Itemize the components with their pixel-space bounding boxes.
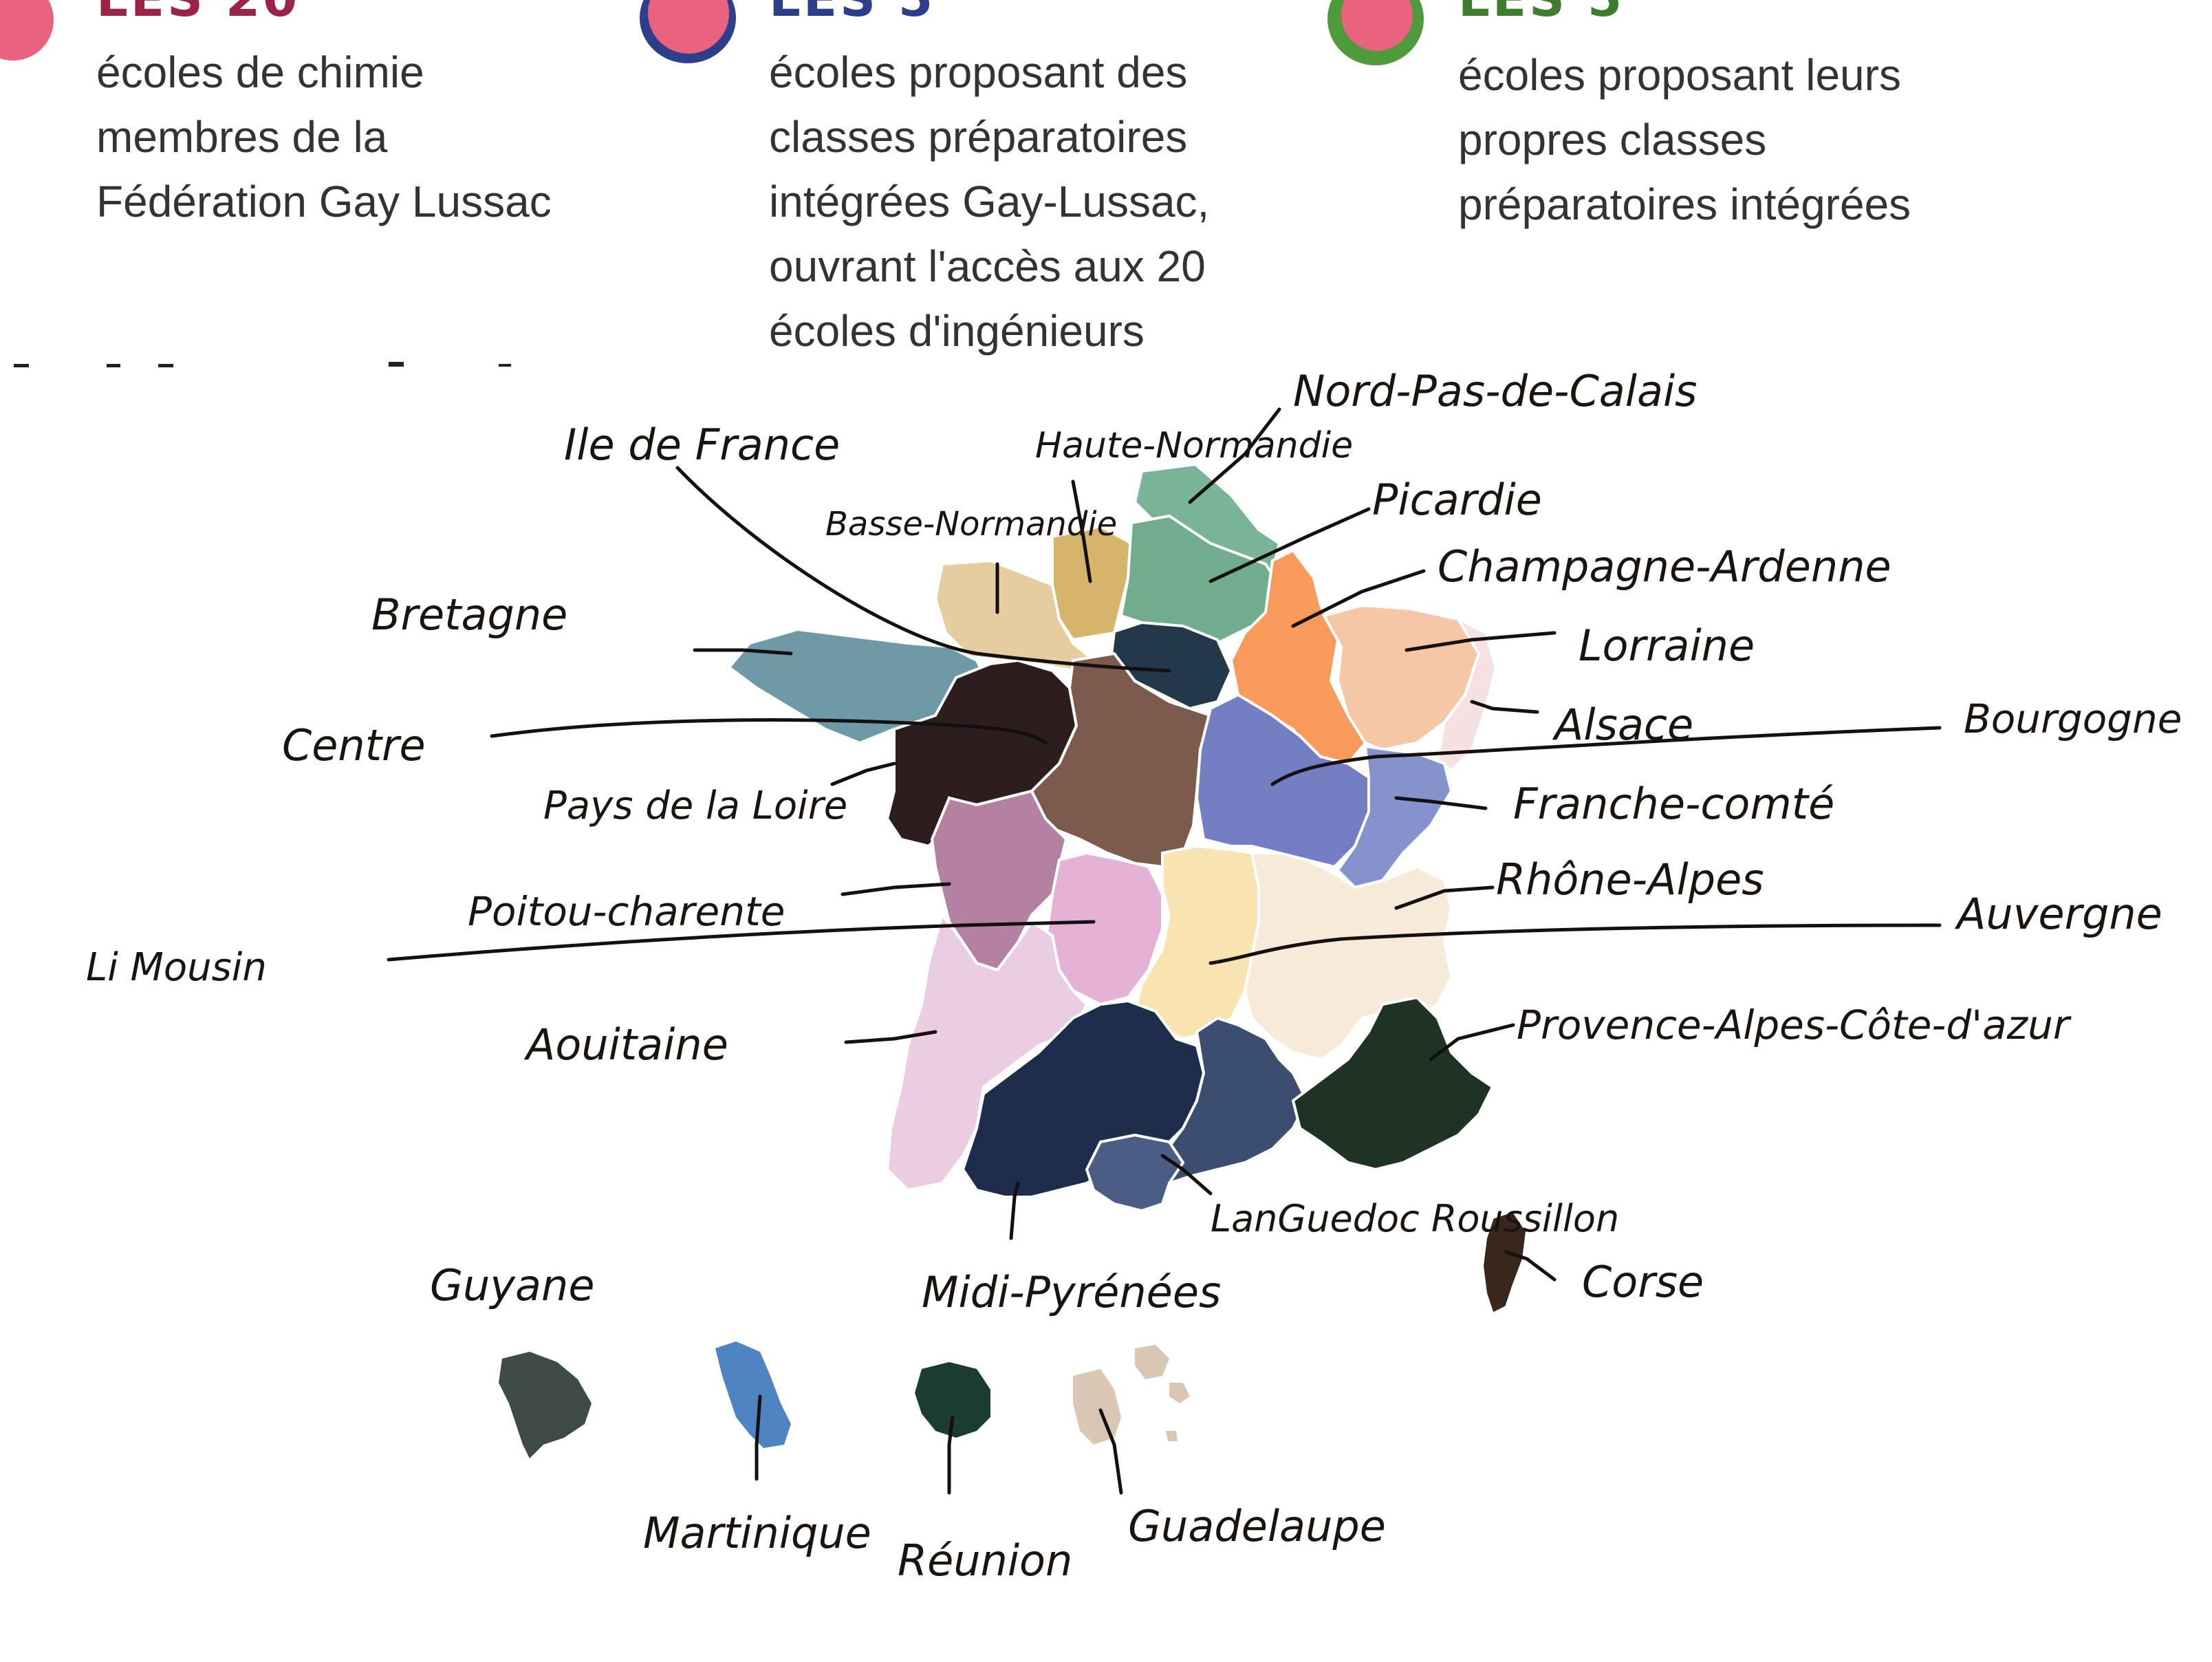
leader-limousin [387, 920, 1096, 962]
label-bretagne: Bretagne [371, 590, 567, 640]
region-alsace[interactable] [1435, 616, 1498, 773]
leader-pays-de-la-loire [830, 762, 896, 786]
col2-line: écoles d'ingénieurs [769, 306, 1145, 356]
label-poitou-charente: Poitou-charente [468, 888, 785, 935]
col1-line: Fédération Gay Lussac [96, 177, 552, 226]
leader-corse [1504, 1250, 1557, 1282]
leader-alsace [1470, 700, 1539, 714]
overseas-guyane[interactable] [499, 1352, 592, 1458]
label-champagne-ardenne: Champagne-Ardenne [1438, 541, 1891, 592]
label-auvergne: Auvergne [1954, 889, 2162, 939]
label-paca: Provence-Alpes-Côte-d'azur [1517, 1002, 2072, 1048]
label-basse-normandie: Basse-Normandie [825, 505, 1117, 543]
leader-reunion [947, 1415, 955, 1495]
leader-poitou [841, 882, 951, 896]
label-lorraine: Lorraine [1579, 620, 1755, 671]
col2-line: ouvrant l'accès aux 20 [769, 241, 1206, 291]
leader-rhone-alpes [1394, 885, 1495, 910]
label-guadeloupe: Guadelaupe [1128, 1501, 1386, 1551]
leader-picardie [1208, 507, 1371, 583]
region-aquitaine[interactable] [885, 911, 1089, 1192]
col2-line: classes préparatoires [769, 112, 1188, 162]
leader-bretagne [693, 648, 793, 656]
leader-aquitaine [844, 1030, 937, 1044]
label-nord-pas-de-calais: Nord-Pas-de-Calais [1293, 366, 1698, 416]
label-haute-normandie: Haute-Normandie [1035, 425, 1353, 466]
label-bourgogne: Bourgogne [1964, 695, 2182, 742]
label-corse: Corse [1582, 1257, 1704, 1307]
leader-lorraine [1405, 631, 1557, 652]
label-limousin: Li Mousin [86, 945, 267, 990]
region-bourgogne[interactable] [1195, 693, 1370, 869]
label-franche-comte: Franche-comté [1513, 779, 1834, 829]
overseas-martinique[interactable] [715, 1341, 791, 1448]
col3-line: écoles proposant leurs [1458, 50, 1901, 100]
leader-languedoc [1160, 1154, 1213, 1196]
label-ile-de-france: Ile de France [564, 420, 840, 470]
leader-auvergne [1208, 923, 1942, 965]
col3-number: LES 5 [1458, 0, 1625, 28]
label-midi-pyrenees: Midi-Pyrénées [922, 1267, 1221, 1317]
leader-bourgogne [1270, 726, 1942, 786]
leader-haute-normandie [1071, 479, 1092, 583]
col1-line: écoles de chimie [96, 47, 424, 97]
region-lorraine[interactable] [1322, 603, 1481, 752]
col3-line: préparatoires intégrées [1458, 180, 1911, 229]
col1-line: membres de la [96, 112, 388, 162]
overseas-reunion[interactable] [915, 1362, 990, 1438]
label-guyane: Guyane [430, 1260, 594, 1310]
region-corse[interactable] [1480, 1209, 1529, 1316]
leader-champagne [1291, 569, 1426, 628]
leader-paca [1429, 1023, 1515, 1061]
region-paca[interactable] [1291, 995, 1495, 1172]
label-picardie: Picardie [1372, 475, 1542, 525]
leader-midi [1009, 1181, 1020, 1240]
col2-line: intégrées Gay-Lussac, [769, 177, 1210, 226]
label-alsace: Alsace [1552, 700, 1693, 750]
col1-text: écoles de chimie membres de la Fédératio… [96, 40, 552, 234]
col2-text: écoles proposant des classes préparatoir… [769, 40, 1209, 363]
region-picardie[interactable] [1119, 514, 1281, 649]
region-languedoc-roussillon[interactable] [1160, 1016, 1309, 1185]
leader-franche-comte [1394, 796, 1488, 810]
label-rhone-alpes: Rhône-Alpes [1496, 854, 1764, 905]
col3-line: propres classes [1458, 115, 1767, 164]
label-centre: Centre [282, 720, 426, 770]
label-aquitaine: Aouitaine [523, 1019, 728, 1070]
dash-row [14, 362, 511, 367]
col1-number: LES 20 [96, 0, 300, 28]
region-languedoc-sub[interactable] [1085, 1133, 1185, 1213]
col2-line: écoles proposant des [769, 47, 1188, 97]
label-languedoc-roussillon: LanGuedoc Roussillon [1211, 1197, 1619, 1240]
leader-guadeloupe [1098, 1408, 1123, 1495]
label-martinique: Martinique [643, 1508, 871, 1558]
col3-text: écoles proposant leurs propres classes p… [1458, 43, 1911, 237]
label-reunion: Réunion [898, 1535, 1072, 1586]
leader-martinique [755, 1394, 762, 1481]
leader-centre [490, 718, 1048, 745]
leader-ile-de-france [675, 466, 1171, 673]
overseas-guadeloupe[interactable] [1073, 1345, 1190, 1445]
label-pays-de-la-loire: Pays de la Loire [543, 784, 847, 828]
leader-nord [1188, 407, 1281, 504]
col2-number: LES 5 [769, 0, 935, 28]
